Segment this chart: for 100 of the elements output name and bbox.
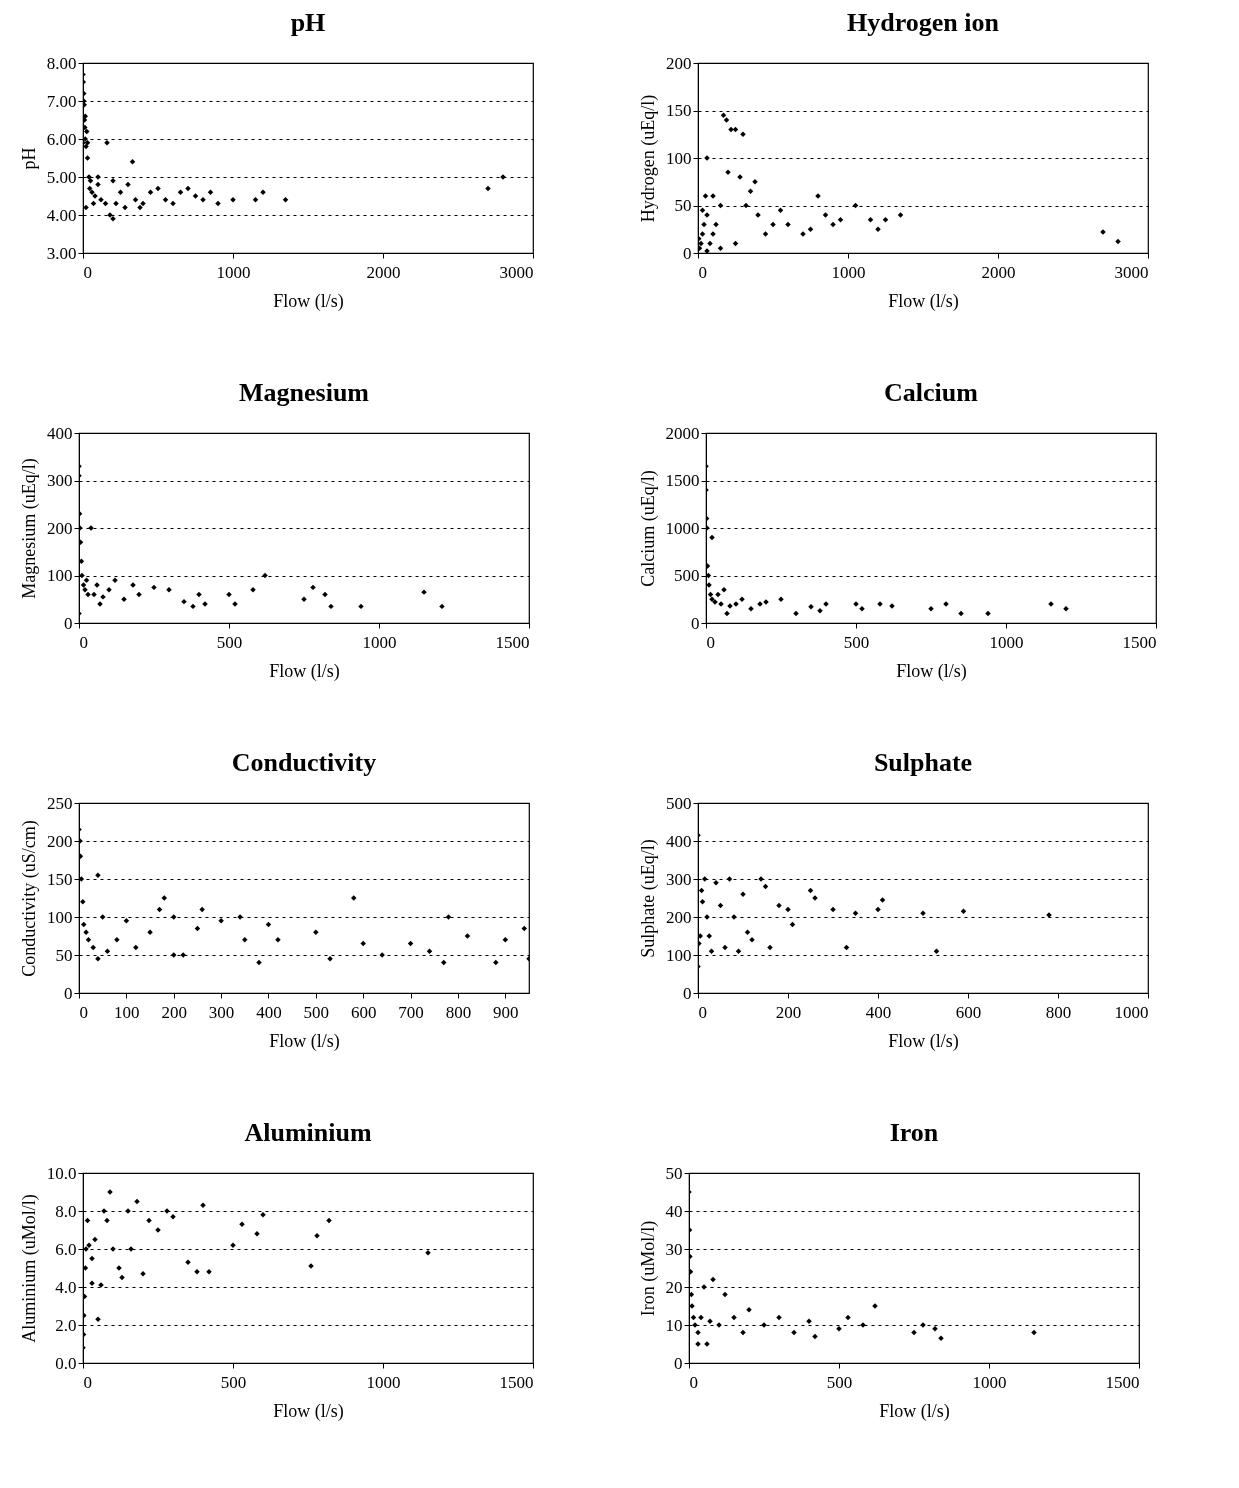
- point: [722, 944, 728, 951]
- x-tick-label: 1000: [216, 262, 251, 282]
- point: [426, 948, 433, 954]
- point: [776, 902, 782, 909]
- x-tick-label: 1000: [972, 1372, 1007, 1392]
- point: [360, 940, 366, 947]
- x-tick-label: 300: [208, 1002, 235, 1022]
- point: [81, 921, 87, 928]
- y-tick-label: 0: [64, 613, 73, 633]
- y-tick-label: 0: [674, 1353, 683, 1373]
- point: [256, 959, 262, 966]
- y-axis-title: Calcium (uEq/l): [637, 470, 659, 587]
- y-tick-label: 40: [665, 1201, 683, 1221]
- point: [83, 929, 89, 935]
- y-axis-title: Iron (uMol/l): [637, 1220, 659, 1317]
- y-tick-label: 0: [683, 243, 692, 263]
- x-tick-label: 1000: [831, 262, 866, 282]
- y-tick-label: 150: [47, 869, 73, 889]
- point: [879, 897, 886, 903]
- x-tick-label: 1000: [1114, 1002, 1149, 1022]
- y-tick-label: 2000: [665, 423, 700, 443]
- x-tick-label: 400: [256, 1002, 282, 1022]
- point: [699, 899, 706, 905]
- point: [79, 853, 84, 859]
- point: [767, 944, 773, 951]
- x-tick-label: 0: [706, 632, 715, 652]
- point: [785, 906, 791, 913]
- point: [852, 910, 859, 916]
- x-tick-label: 100: [114, 1002, 140, 1022]
- point: [441, 959, 447, 966]
- y-tick-label: 20: [665, 1277, 683, 1297]
- point: [744, 929, 751, 935]
- point: [933, 948, 940, 954]
- y-tick-label: 1000: [665, 518, 700, 538]
- x-axis-title: Flow (l/s): [269, 1030, 340, 1052]
- y-tick-label: 4.00: [46, 205, 77, 225]
- y-tick-label: 2.0: [55, 1315, 77, 1335]
- x-axis-title: Flow (l/s): [888, 1030, 959, 1052]
- y-tick-label: 200: [666, 53, 692, 73]
- x-axis-title: Flow (l/s): [273, 290, 344, 312]
- chart-title: Calcium: [884, 378, 979, 407]
- x-tick-label: 0: [83, 262, 92, 282]
- x-tick-label: 2000: [366, 262, 401, 282]
- y-tick-label: 50: [674, 196, 692, 215]
- x-tick-label: 500: [220, 1372, 247, 1392]
- y-tick-label: 500: [666, 793, 692, 813]
- point: [502, 937, 509, 943]
- point: [275, 937, 281, 943]
- x-tick-label: 900: [493, 1002, 519, 1022]
- x-tick-label: 3000: [1114, 262, 1149, 282]
- y-tick-label: 50: [665, 1163, 683, 1183]
- y-tick-label: 8.0: [55, 1201, 77, 1221]
- x-tick-label: 600: [350, 1002, 377, 1022]
- y-axis-title: Aluminium (uMol/l): [18, 1194, 40, 1343]
- y-tick-label: 30: [665, 1239, 683, 1259]
- x-tick-label: 1500: [1122, 632, 1157, 652]
- y-tick-label: 0: [691, 613, 700, 633]
- point: [95, 872, 101, 878]
- point: [95, 956, 101, 962]
- x-tick-label: 500: [303, 1002, 330, 1022]
- point: [242, 937, 248, 943]
- point: [114, 937, 120, 943]
- x-tick-label: 200: [161, 1002, 187, 1022]
- y-tick-label: 4.0: [55, 1277, 77, 1297]
- x-tick-label: 1000: [362, 632, 397, 652]
- chart-title: Hydrogen ion: [847, 8, 1000, 37]
- point: [85, 937, 92, 943]
- y-tick-label: 5.00: [46, 167, 77, 187]
- y-tick-label: 500: [674, 566, 700, 585]
- chart-title: Aluminium: [244, 1118, 372, 1147]
- y-tick-label: 100: [666, 945, 692, 965]
- point: [104, 948, 111, 954]
- y-axis-title: Sulphate (uEq/l): [638, 839, 659, 958]
- y-tick-label: 8.00: [46, 53, 77, 73]
- y-axis-title: pH: [18, 147, 39, 170]
- x-axis-title: Flow (l/s): [896, 660, 967, 682]
- chart-title: Iron: [889, 1118, 939, 1147]
- point: [708, 948, 715, 954]
- y-tick-label: 7.00: [46, 91, 77, 111]
- point: [313, 929, 319, 935]
- point: [493, 959, 499, 966]
- y-tick-label: 400: [666, 831, 692, 851]
- y-tick-label: 0: [683, 983, 692, 1003]
- y-tick-label: 0: [64, 983, 73, 1003]
- x-tick-label: 500: [216, 632, 243, 652]
- y-tick-label: 100: [47, 907, 73, 927]
- x-tick-label: 500: [843, 632, 870, 652]
- y-tick-label: 300: [666, 869, 692, 889]
- y-axis-title: Conductivity (uS/cm): [19, 820, 40, 977]
- point: [79, 876, 85, 882]
- chart-title: pH: [290, 8, 326, 37]
- y-tick-label: 100: [666, 148, 692, 168]
- y-axis-title: Hydrogen (uEq/l): [638, 94, 659, 223]
- y-tick-label: 10.0: [46, 1163, 77, 1183]
- x-tick-label: 3000: [499, 262, 534, 282]
- point: [133, 944, 139, 951]
- x-tick-label: 200: [775, 1002, 802, 1022]
- chart-title: Conductivity: [231, 748, 377, 777]
- x-tick-label: 700: [398, 1002, 424, 1022]
- x-tick-label: 1500: [499, 1372, 534, 1392]
